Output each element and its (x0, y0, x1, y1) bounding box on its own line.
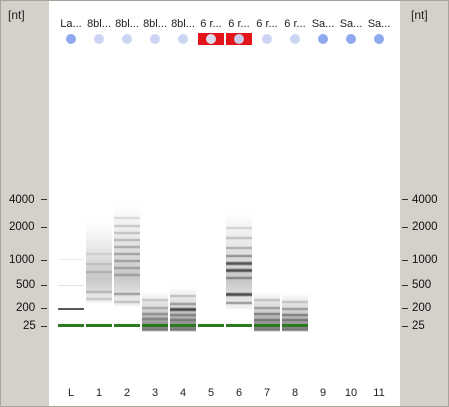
right-tick-1000: 1000 (412, 254, 438, 266)
lane-1-bands (86, 223, 112, 303)
right-size-axis: [nt] 4000 2000 1000 500 200 25 (400, 1, 448, 406)
status-dot-icon (234, 34, 244, 44)
right-tick-4000: 4000 (412, 194, 438, 206)
lane-6-bands (226, 213, 252, 309)
lane-number-9[interactable]: 9 (319, 387, 327, 399)
lane-number-11[interactable]: 11 (373, 387, 385, 399)
left-size-axis: [nt] 4000 2000 1000 500 200 25 (1, 1, 49, 406)
right-unit-label: [nt] (411, 8, 428, 22)
status-dot-icon (206, 34, 216, 44)
lane-status-7[interactable] (254, 33, 280, 45)
status-dot-icon (178, 34, 188, 44)
lane-name-4[interactable]: 8bl... (171, 18, 195, 30)
left-tick-mark (41, 285, 47, 286)
lane-status-3[interactable] (142, 33, 168, 45)
lane-status-L[interactable] (58, 33, 84, 45)
lane-name-10[interactable]: Sa... (339, 18, 363, 30)
lane-name-9[interactable]: Sa... (311, 18, 335, 30)
status-dot-icon (290, 34, 300, 44)
lane-name-2[interactable]: 8bl... (115, 18, 139, 30)
right-tick-mark (402, 260, 408, 261)
lane-number-10[interactable]: 10 (344, 387, 358, 399)
lane-number-2[interactable]: 2 (123, 387, 131, 399)
left-tick-mark (41, 227, 47, 228)
right-tick-mark (402, 199, 408, 200)
lane-name-5[interactable]: 6 r... (200, 18, 222, 30)
status-dot-icon (374, 34, 384, 44)
lane-status-9[interactable] (310, 33, 336, 45)
lane-number-3[interactable]: 3 (151, 387, 159, 399)
lane-name-6[interactable]: 6 r... (228, 18, 250, 30)
left-tick-2000: 2000 (9, 221, 35, 233)
left-tick-500: 500 (16, 279, 36, 291)
right-tick-2000: 2000 (412, 221, 438, 233)
lane-number-4[interactable]: 4 (179, 387, 187, 399)
lane-status-5[interactable] (198, 33, 224, 45)
left-tick-mark (41, 326, 47, 327)
left-tick-mark (41, 308, 47, 309)
lane-name-11[interactable]: Sa... (367, 18, 391, 30)
lane-number-1[interactable]: 1 (95, 387, 103, 399)
left-tick-4000: 4000 (9, 194, 35, 206)
lower-marker-bands (58, 324, 308, 327)
status-dot-icon (122, 34, 132, 44)
status-dot-icon (346, 34, 356, 44)
right-tick-mark (402, 227, 408, 228)
right-tick-mark (402, 285, 408, 286)
lane-name-1[interactable]: 8bl... (87, 18, 111, 30)
lane-4-bands (170, 287, 196, 331)
lane-status-6[interactable] (226, 33, 252, 45)
lane-2-bands (114, 206, 140, 306)
lane-number-7[interactable]: 7 (263, 387, 271, 399)
status-dot-icon (150, 34, 160, 44)
right-tick-25: 25 (412, 320, 425, 332)
left-tick-mark (41, 260, 47, 261)
lane-status-11[interactable] (366, 33, 392, 45)
left-tick-200: 200 (16, 302, 36, 314)
right-tick-mark (402, 326, 408, 327)
lane-status-2[interactable] (114, 33, 140, 45)
left-tick-mark (41, 199, 47, 200)
lane-status-10[interactable] (338, 33, 364, 45)
left-tick-25: 25 (23, 320, 36, 332)
lane-L-bands (58, 259, 84, 310)
lane-status-1[interactable] (86, 33, 112, 45)
lane-number-8[interactable]: 8 (291, 387, 299, 399)
lane-name-3[interactable]: 8bl... (143, 18, 167, 30)
status-dot-icon (318, 34, 328, 44)
status-dot-icon (66, 34, 76, 44)
lane-name-7[interactable]: 6 r... (256, 18, 278, 30)
right-tick-200: 200 (412, 302, 432, 314)
left-tick-1000: 1000 (9, 254, 35, 266)
lane-status-8[interactable] (282, 33, 308, 45)
lane-name-L[interactable]: La... (60, 18, 82, 30)
lane-name-8[interactable]: 6 r... (284, 18, 306, 30)
lane-number-6[interactable]: 6 (235, 387, 243, 399)
lane-number-L[interactable]: L (67, 387, 75, 399)
lane-status-4[interactable] (170, 33, 196, 45)
left-unit-label: [nt] (8, 8, 25, 22)
right-tick-mark (402, 308, 408, 309)
lane-number-5[interactable]: 5 (207, 387, 215, 399)
status-dot-icon (262, 34, 272, 44)
status-dot-icon (94, 34, 104, 44)
right-tick-500: 500 (412, 279, 432, 291)
